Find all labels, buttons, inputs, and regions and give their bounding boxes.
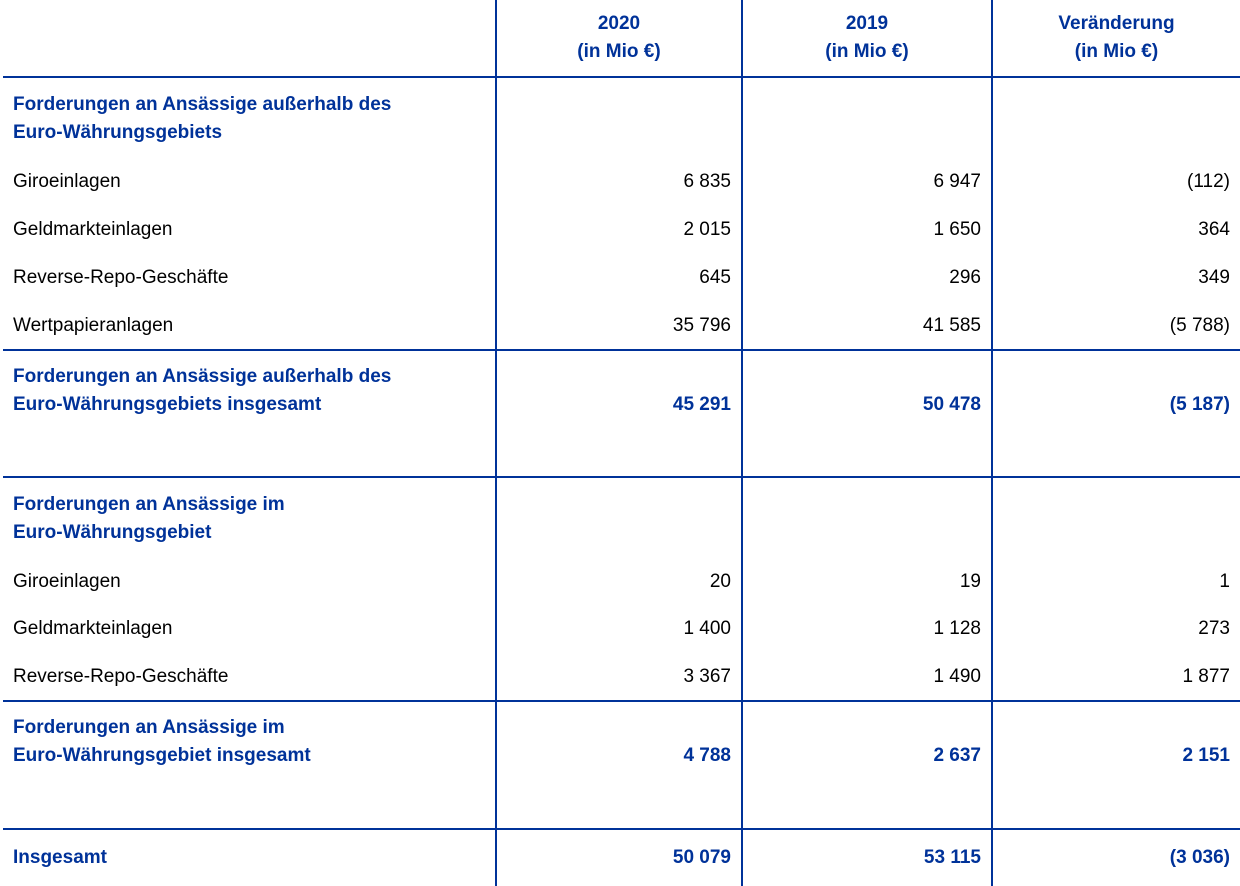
cell-change: (112)	[991, 158, 1240, 206]
cell-label: Reverse-Repo-Geschäfte	[13, 267, 229, 288]
table-row: Giroeinlagen 20 19 1	[3, 558, 1240, 605]
table-row: Reverse-Repo-Geschäfte 645 296 349	[3, 254, 1240, 302]
cell-change: 349	[991, 254, 1240, 302]
cell-change: 364	[991, 206, 1240, 254]
header-2019: 2019 (in Mio €)	[741, 0, 991, 76]
cell-change: 1	[991, 558, 1240, 605]
section1-heading-text: Forderungen an Ansässige außerhalb des Eu…	[3, 78, 495, 158]
cell-v2020: 3 367	[495, 653, 741, 700]
table-row: Geldmarkteinlagen 1 400 1 128 273	[3, 605, 1240, 653]
grand-total-2019: 53 115	[741, 830, 991, 886]
cell-v2019: 1 490	[741, 653, 991, 700]
cell-label: Geldmarkteinlagen	[13, 618, 173, 639]
total-change: (5 187)	[991, 351, 1240, 476]
header-2020: 2020 (in Mio €)	[495, 0, 741, 76]
cell-label: Geldmarkteinlagen	[13, 219, 173, 240]
cell-v2020: 2 015	[495, 206, 741, 254]
header-year: 2019	[845, 13, 889, 34]
empty-cell	[495, 478, 741, 558]
heading-line: Forderungen an Ansässige im	[13, 494, 285, 515]
table-row: Giroeinlagen 6 835 6 947 (112)	[3, 158, 1240, 206]
cell-v2020: 20	[495, 558, 741, 605]
label-line: Euro-Währungsgebiet insgesamt	[13, 745, 311, 766]
header-row: 2020 (in Mio €) 2019 (in Mio €) Veränderun…	[3, 0, 1240, 76]
total-2020: 4 788	[495, 702, 741, 828]
section2-heading: Forderungen an Ansässige im Euro-Währungs…	[3, 476, 1240, 558]
heading-line: Euro-Währungsgebiet	[13, 522, 212, 543]
cell-v2019: 19	[741, 558, 991, 605]
section1-total-row: Forderungen an Ansässige außerhalb des Eu…	[3, 349, 1240, 476]
cell-v2020: 645	[495, 254, 741, 302]
cell-change: 273	[991, 605, 1240, 653]
empty-cell	[495, 78, 741, 158]
header-change: Veränderung (in Mio €)	[991, 0, 1240, 76]
section2-total-row: Forderungen an Ansässige im Euro-Währungs…	[3, 700, 1240, 828]
heading-line: Euro-Währungsgebiets	[13, 122, 223, 143]
cell-label: Wertpapieranlagen	[13, 314, 174, 336]
total-label: Forderungen an Ansässige im Euro-Währungs…	[3, 702, 495, 828]
header-year: 2020	[597, 13, 641, 34]
cell-v2019: 1 128	[741, 605, 991, 653]
total-2019: 2 637	[741, 702, 991, 828]
cell-change: 1 877	[991, 653, 1240, 700]
cell-v2019: 1 650	[741, 206, 991, 254]
cell-v2019: 296	[741, 254, 991, 302]
empty-cell	[741, 78, 991, 158]
total-change: 2 151	[991, 702, 1240, 828]
grand-total-change: (3 036)	[991, 830, 1240, 886]
table-row: Wertpapieranlagen 35 796 41 585 (5 788)	[3, 302, 1240, 349]
grand-total-label: Insgesamt	[13, 847, 107, 868]
label-line: Euro-Währungsgebiets insgesamt	[13, 394, 322, 415]
header-label-cell	[3, 0, 495, 76]
empty-cell	[741, 478, 991, 558]
cell-v2019: 41 585	[741, 302, 991, 349]
empty-cell	[991, 478, 1240, 558]
cell-v2019: 6 947	[741, 158, 991, 206]
cell-change: (5 788)	[991, 302, 1240, 349]
header-change-label: Veränderung	[1058, 13, 1175, 34]
total-2019: 50 478	[741, 351, 991, 476]
claims-table: 2020 (in Mio €) 2019 (in Mio €) Veränderun…	[3, 0, 1240, 886]
header-unit: (in Mio €)	[577, 41, 661, 62]
section2-heading-text: Forderungen an Ansässige im Euro-Währungs…	[3, 478, 495, 558]
table-row: Reverse-Repo-Geschäfte 3 367 1 490 1 877	[3, 653, 1240, 700]
label-line: Forderungen an Ansässige außerhalb des	[13, 366, 392, 387]
total-2020: 45 291	[495, 351, 741, 476]
label-line: Forderungen an Ansässige im	[13, 717, 285, 738]
empty-cell	[991, 78, 1240, 158]
header-unit: (in Mio €)	[1074, 41, 1159, 62]
grand-total-row: Insgesamt 50 079 53 115 (3 036)	[3, 828, 1240, 886]
cell-label: Giroeinlagen	[13, 570, 121, 592]
table-row: Geldmarkteinlagen 2 015 1 650 364	[3, 206, 1240, 254]
cell-v2020: 6 835	[495, 158, 741, 206]
cell-label: Giroeinlagen	[13, 171, 121, 192]
total-label: Forderungen an Ansässige außerhalb des Eu…	[3, 351, 495, 476]
cell-v2020: 35 796	[495, 302, 741, 349]
cell-label: Reverse-Repo-Geschäfte	[13, 665, 229, 687]
heading-line: Forderungen an Ansässige außerhalb des	[13, 94, 392, 115]
header-unit: (in Mio €)	[825, 41, 909, 62]
section1-heading: Forderungen an Ansässige außerhalb des Eu…	[3, 76, 1240, 158]
grand-total-2020: 50 079	[495, 830, 741, 886]
cell-v2020: 1 400	[495, 605, 741, 653]
